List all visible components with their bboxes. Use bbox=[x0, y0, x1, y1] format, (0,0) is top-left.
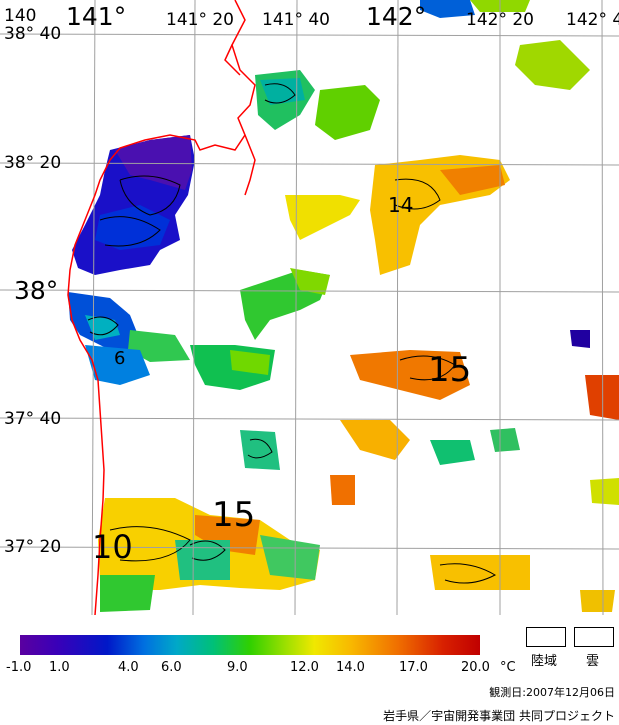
lon-label-142-40: 142° 4 bbox=[566, 10, 619, 30]
lat-label-38-20: 38° 20 bbox=[4, 153, 62, 173]
contour-label-6: 6 bbox=[114, 348, 126, 369]
colorbar-tick: 20.0 bbox=[461, 660, 490, 675]
colorbar-tick: 4.0 bbox=[118, 660, 139, 675]
colorbar-tick: 6.0 bbox=[161, 660, 182, 675]
colorbar-tick: 1.0 bbox=[49, 660, 70, 675]
colorbar-tick: 12.0 bbox=[290, 660, 319, 675]
temperature-patches bbox=[68, 0, 619, 612]
colorbar-tick: 9.0 bbox=[227, 660, 248, 675]
lon-label-141-20: 141° 20 bbox=[166, 10, 234, 30]
lat-label-38: 38° bbox=[14, 276, 59, 305]
credit-text: 岩手県／宇宙開発事業団 共同プロジェクト bbox=[383, 709, 615, 723]
graticule bbox=[0, 0, 619, 615]
lon-label-141-40: 141° 40 bbox=[262, 10, 330, 30]
sea-temperature-map bbox=[0, 0, 619, 615]
lon-label-140: 140 bbox=[4, 6, 37, 26]
colorbar-tick: 14.0 bbox=[336, 660, 365, 675]
observation-date: 観測日:2007年12月06日 bbox=[489, 686, 615, 699]
colorbar-unit: °C bbox=[500, 660, 516, 675]
land-legend-label: 陸域 bbox=[531, 654, 558, 669]
cloud-legend-swatch bbox=[574, 627, 614, 647]
lat-label-38-40: 38° 40 bbox=[4, 24, 62, 44]
lon-label-142-20: 142° 20 bbox=[466, 10, 534, 30]
contour-label-15-south: 15 bbox=[212, 495, 256, 535]
lat-label-37-40: 37° 40 bbox=[4, 409, 62, 429]
lon-label-142: 142° bbox=[366, 2, 427, 31]
contour-label-15-east: 15 bbox=[428, 350, 472, 390]
contour-label-10: 10 bbox=[92, 528, 133, 566]
cloud-legend-label: 雲 bbox=[586, 654, 600, 669]
colorbar-tick: 17.0 bbox=[399, 660, 428, 675]
lon-label-141: 141° bbox=[66, 2, 127, 31]
isotherm-lines bbox=[87, 83, 497, 584]
colorbar-tick: -1.0 bbox=[6, 660, 32, 675]
lat-label-37-20: 37° 20 bbox=[4, 537, 62, 557]
contour-label-14: 14 bbox=[388, 193, 414, 217]
land-legend-swatch bbox=[526, 627, 566, 647]
coastline bbox=[67, 0, 256, 615]
temperature-colorbar bbox=[20, 635, 480, 655]
